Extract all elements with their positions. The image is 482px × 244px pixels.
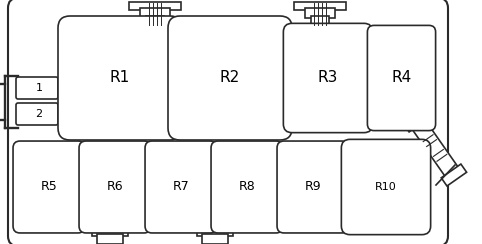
Bar xyxy=(129,2,181,10)
FancyBboxPatch shape xyxy=(211,141,283,233)
Bar xyxy=(311,16,329,26)
Text: R2: R2 xyxy=(220,71,240,85)
Text: R8: R8 xyxy=(239,181,255,193)
Bar xyxy=(140,8,170,18)
Bar xyxy=(97,234,123,244)
Text: R3: R3 xyxy=(318,71,338,85)
FancyBboxPatch shape xyxy=(13,141,85,233)
FancyBboxPatch shape xyxy=(341,139,430,235)
Bar xyxy=(202,234,228,244)
Text: 1: 1 xyxy=(36,83,42,93)
Text: R10: R10 xyxy=(375,182,397,192)
Bar xyxy=(294,2,346,10)
Text: R1: R1 xyxy=(110,71,130,85)
FancyBboxPatch shape xyxy=(283,23,373,133)
Bar xyxy=(403,110,429,132)
Text: R7: R7 xyxy=(173,181,189,193)
FancyBboxPatch shape xyxy=(8,0,448,244)
Bar xyxy=(411,119,459,177)
Text: R4: R4 xyxy=(391,71,412,85)
Text: R9: R9 xyxy=(305,181,321,193)
Text: R5: R5 xyxy=(40,181,57,193)
FancyBboxPatch shape xyxy=(16,103,58,125)
Bar xyxy=(197,226,233,236)
Bar xyxy=(146,16,164,26)
FancyBboxPatch shape xyxy=(168,16,292,140)
Bar xyxy=(92,226,128,236)
FancyBboxPatch shape xyxy=(277,141,349,233)
FancyBboxPatch shape xyxy=(16,77,58,99)
Bar xyxy=(305,8,335,18)
Bar xyxy=(441,164,467,186)
Text: R6: R6 xyxy=(107,181,123,193)
FancyBboxPatch shape xyxy=(58,16,182,140)
FancyBboxPatch shape xyxy=(367,25,436,131)
Text: 2: 2 xyxy=(36,109,42,119)
FancyBboxPatch shape xyxy=(145,141,217,233)
FancyBboxPatch shape xyxy=(79,141,151,233)
